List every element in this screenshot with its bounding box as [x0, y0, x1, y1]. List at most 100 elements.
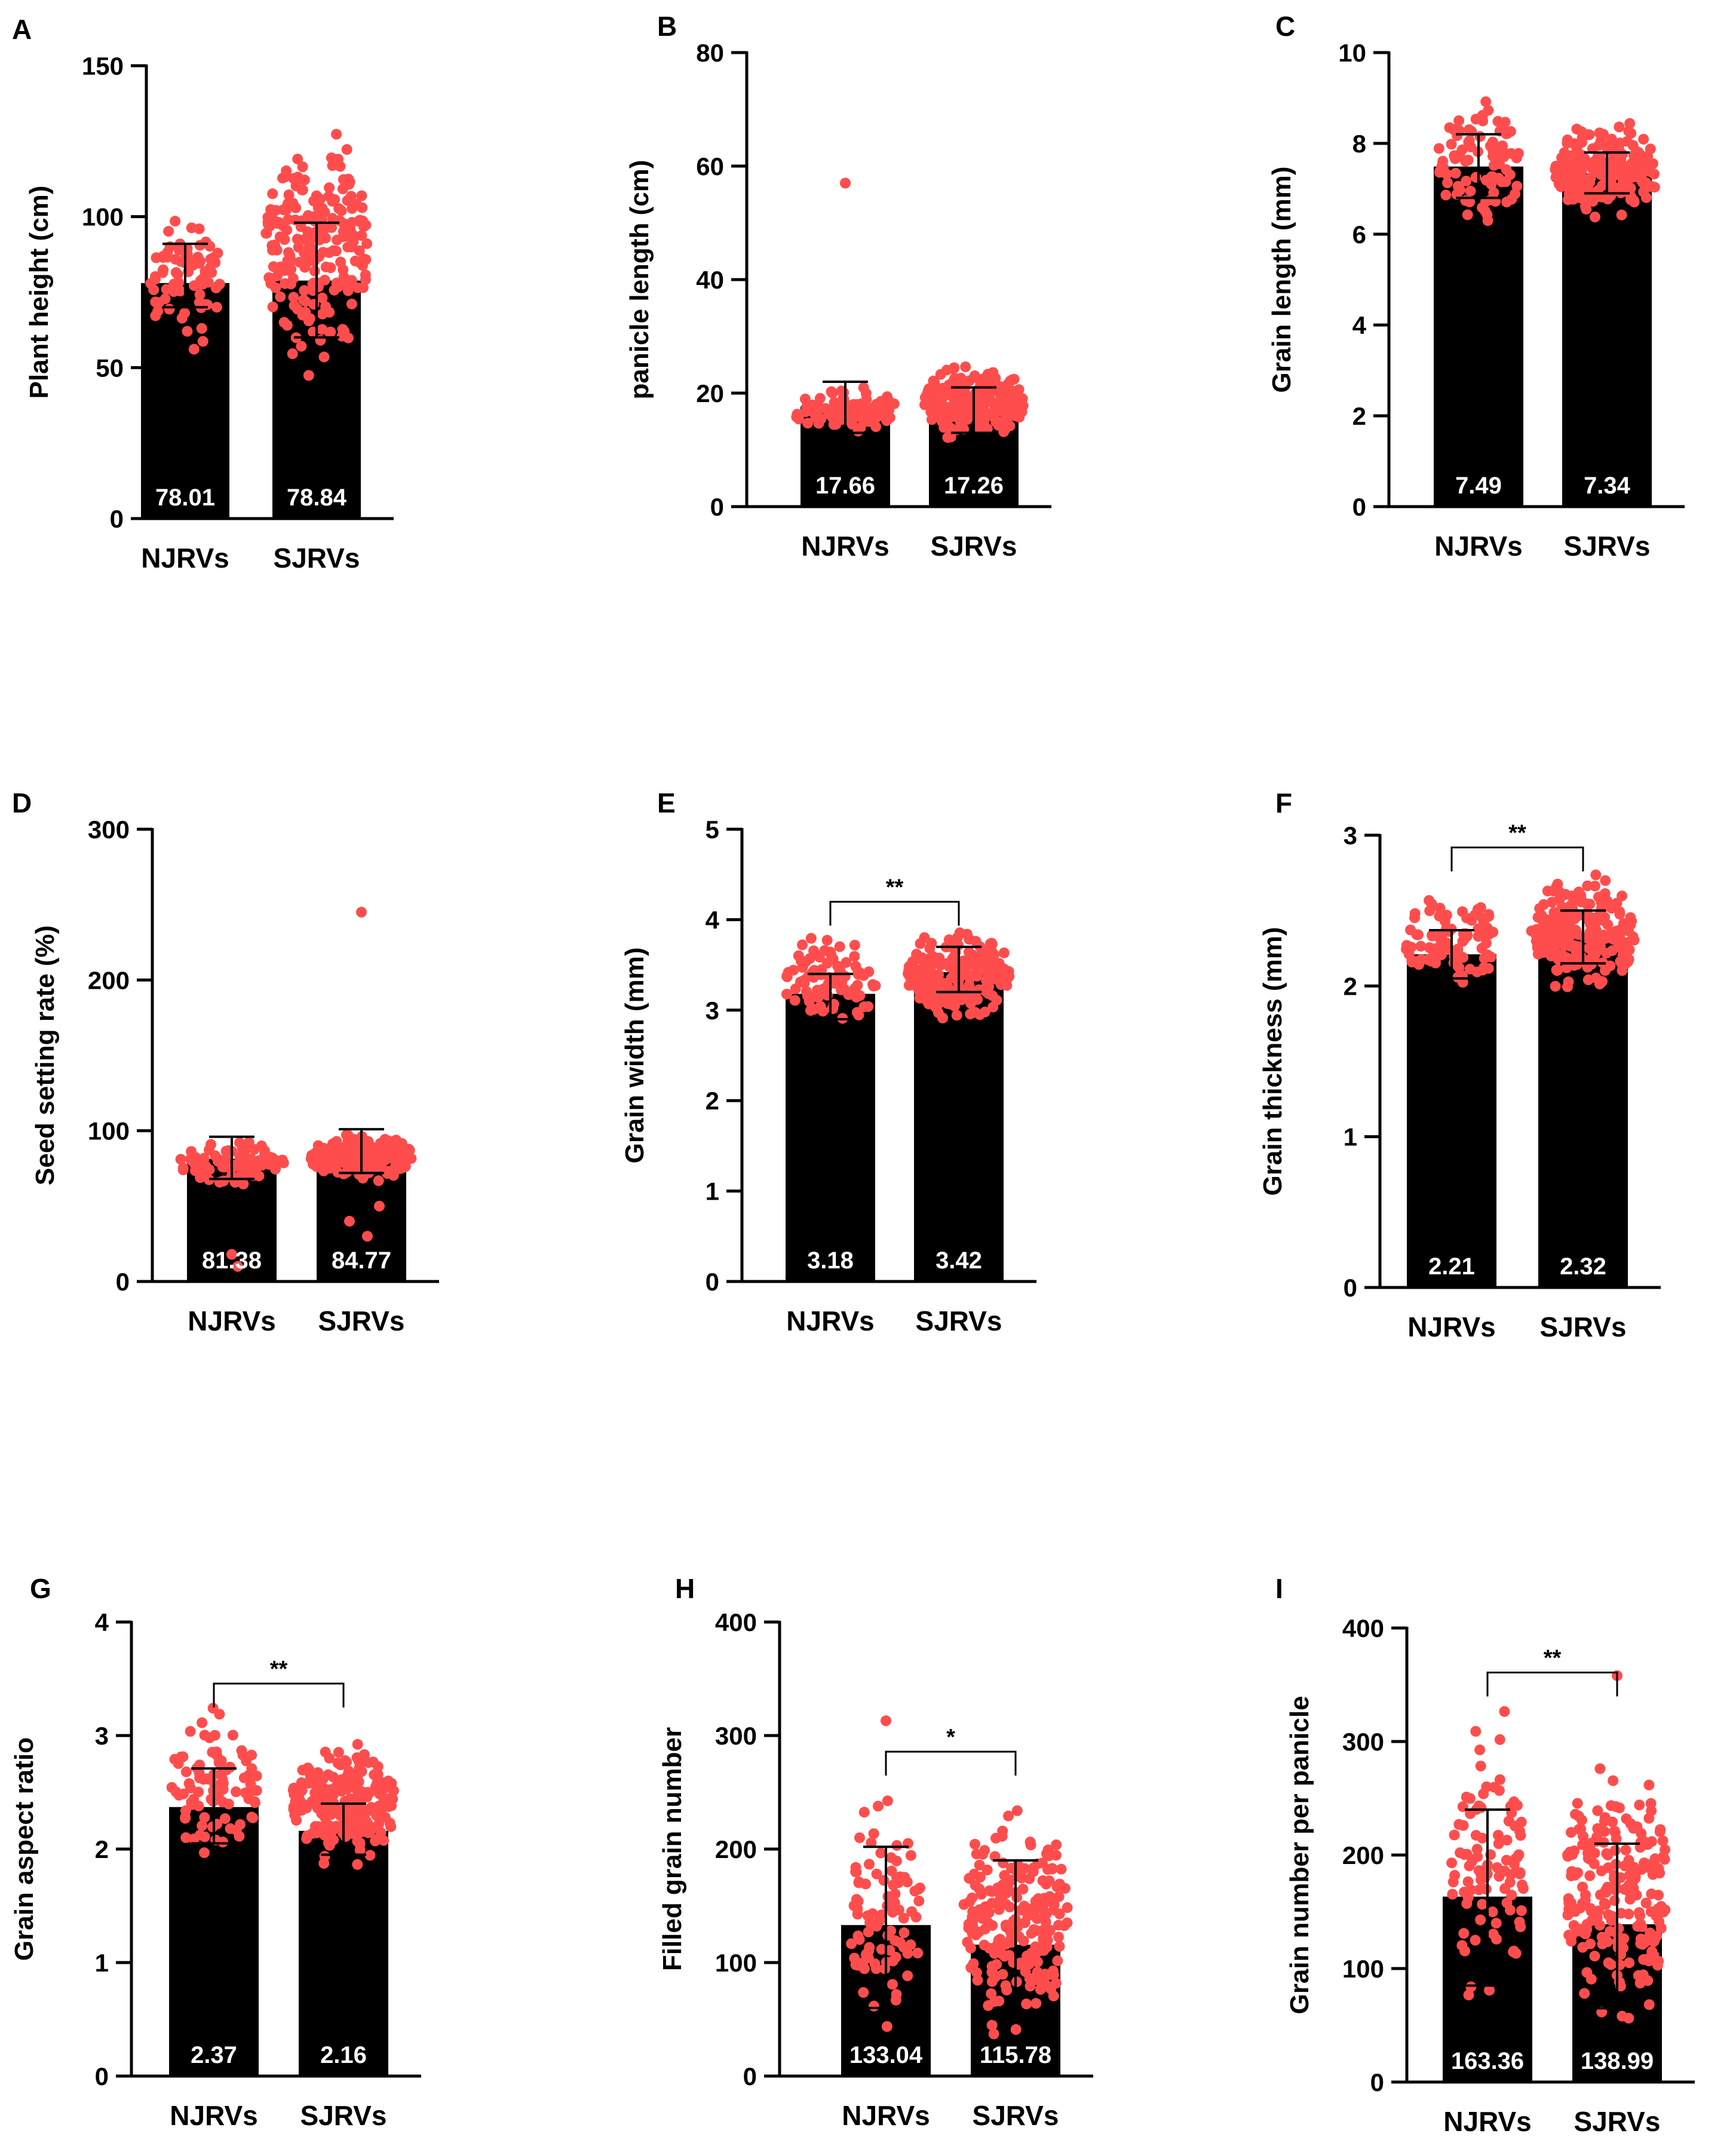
data-point [886, 398, 897, 410]
data-point [145, 278, 157, 289]
data-point [185, 1782, 196, 1793]
data-point [237, 1749, 249, 1761]
data-point [1044, 1850, 1055, 1862]
data-point [1538, 899, 1550, 910]
data-point [1463, 1989, 1474, 2001]
data-point [982, 423, 993, 434]
data-point [1516, 1905, 1527, 1917]
y-tick-label: 0 [95, 2062, 109, 2090]
x-category-label: NJRVs [786, 1305, 874, 1336]
data-point [979, 1939, 990, 1951]
data-point [1594, 979, 1605, 990]
data-point [251, 1770, 262, 1782]
x-category-label: NJRVs [1434, 531, 1522, 562]
data-point [1038, 1933, 1049, 1945]
data-point [1625, 128, 1637, 139]
data-point [852, 1903, 863, 1915]
data-point [339, 1755, 351, 1767]
data-point [373, 1175, 384, 1186]
panel-i: I 0 100 200 300 400 Grain number per panicle 16… [1275, 1573, 1695, 2137]
data-point [225, 1823, 236, 1834]
data-point [158, 264, 169, 275]
data-point [1011, 1805, 1023, 1816]
data-point [1487, 1906, 1498, 1918]
data-point [1033, 1893, 1044, 1904]
data-point [1475, 1761, 1486, 1772]
data-point [852, 969, 864, 980]
data-point [831, 404, 842, 416]
x-category-label: SJRVs [1574, 2106, 1661, 2137]
data-point [344, 1158, 355, 1169]
data-point [805, 1005, 816, 1016]
significance-bracket [1486, 1672, 1618, 1697]
data-point [1464, 1793, 1476, 1804]
data-point [969, 1838, 980, 1850]
panel-e: E 0 1 2 3 4 5 Grain width (mm) 3.18 NJRVs 3.42 SJRV… [620, 787, 1036, 1336]
data-point [849, 983, 860, 994]
panel-f: F 0 1 2 3 Grain thickness (mm) 2.21 NJRVs 2.32 SJ… [1258, 787, 1661, 1342]
data-point [269, 240, 281, 251]
data-point [913, 1895, 925, 1906]
data-point [1511, 152, 1522, 164]
data-point [1532, 912, 1544, 923]
data-point [1579, 201, 1591, 212]
data-point [854, 1832, 865, 1844]
data-point [297, 1764, 308, 1776]
data-point [894, 1871, 906, 1883]
data-point [838, 394, 849, 405]
data-point [1599, 933, 1611, 945]
data-point [163, 226, 174, 237]
data-point [327, 1822, 338, 1834]
data-point [211, 302, 222, 313]
data-point [299, 285, 310, 296]
data-point [214, 1709, 225, 1720]
data-point [361, 238, 373, 249]
data-point [1597, 180, 1608, 191]
data-point [182, 326, 193, 337]
data-point [1624, 118, 1636, 129]
data-point [863, 1001, 874, 1012]
data-point [197, 1820, 208, 1831]
data-point [1585, 1903, 1596, 1914]
data-point [1062, 1917, 1073, 1929]
data-point [979, 1006, 990, 1017]
data-point [312, 1140, 324, 1151]
y-tick-label: 1 [95, 1949, 109, 1977]
data-point [384, 1136, 395, 1147]
data-point [345, 191, 357, 202]
data-point [1009, 404, 1020, 415]
data-point [1494, 1734, 1505, 1745]
data-points-sjrvs [1550, 118, 1660, 223]
data-point [790, 983, 801, 995]
data-point [166, 1782, 177, 1793]
data-point [1602, 1881, 1613, 1893]
data-point [1501, 1854, 1512, 1866]
data-point [197, 336, 208, 347]
data-point [1549, 942, 1560, 954]
data-point [1627, 140, 1639, 151]
data-point [1473, 1884, 1485, 1896]
data-point [197, 1717, 208, 1728]
data-point [959, 408, 970, 419]
data-point [1657, 1835, 1668, 1847]
data-point [302, 226, 314, 238]
data-point [812, 992, 824, 1003]
data-point [318, 351, 330, 363]
data-point [1424, 895, 1435, 906]
data-point [363, 1757, 374, 1768]
panel-letter: I [1275, 1573, 1283, 1604]
data-point [996, 1938, 1007, 1949]
x-category-label: SJRVs [1564, 531, 1651, 562]
data-point [309, 265, 320, 277]
data-point [1464, 197, 1476, 208]
data-point [1643, 1953, 1655, 1964]
data-point [1577, 159, 1588, 170]
data-point [1493, 142, 1505, 153]
data-point [982, 1864, 993, 1875]
data-point [303, 370, 314, 381]
data-point [1617, 178, 1628, 189]
data-point [1649, 1853, 1661, 1865]
significance-label: ** [1508, 820, 1526, 845]
data-point [823, 978, 834, 989]
x-category-label: SJRVs [973, 2100, 1059, 2131]
